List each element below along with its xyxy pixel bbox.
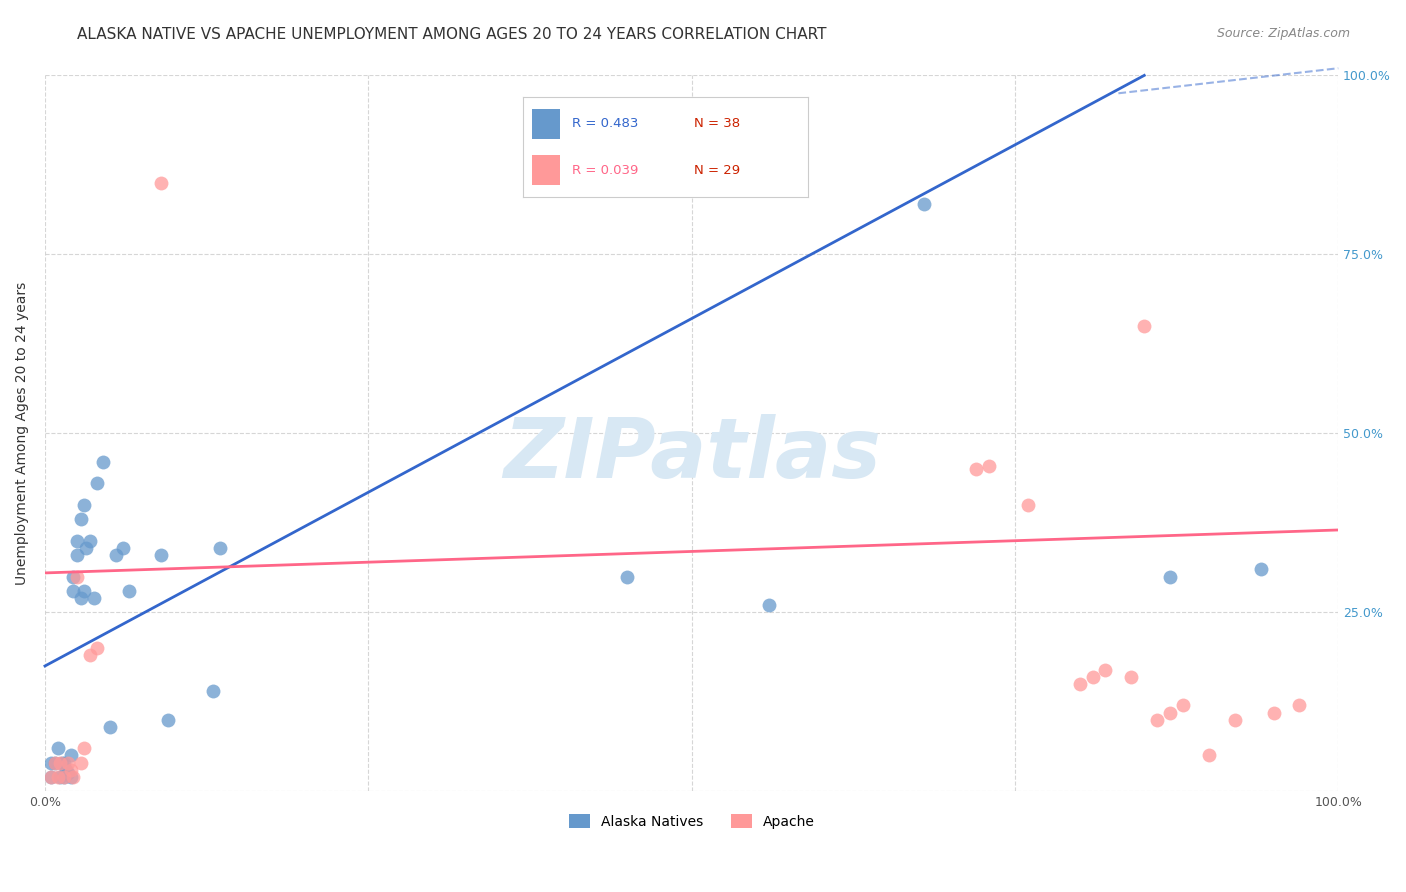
Point — [58, 756, 80, 770]
Point — [1069, 677, 1091, 691]
Text: ALASKA NATIVE VS APACHE UNEMPLOYMENT AMONG AGES 20 TO 24 YEARS CORRELATION CHART: ALASKA NATIVE VS APACHE UNEMPLOYMENT AMO… — [77, 27, 827, 42]
Point — [1198, 748, 1220, 763]
Point — [59, 770, 82, 784]
Point — [105, 548, 128, 562]
Point — [1121, 670, 1143, 684]
Point — [59, 763, 82, 777]
Point — [58, 766, 80, 780]
Point — [965, 462, 987, 476]
Point — [53, 770, 76, 784]
Point — [79, 648, 101, 663]
Point — [1263, 706, 1285, 720]
Point — [118, 583, 141, 598]
Point — [62, 583, 84, 598]
Point — [44, 756, 66, 770]
Point — [62, 569, 84, 583]
Text: Source: ZipAtlas.com: Source: ZipAtlas.com — [1216, 27, 1350, 40]
Point — [73, 583, 96, 598]
Point — [49, 770, 72, 784]
Point — [86, 476, 108, 491]
Text: ZIPatlas: ZIPatlas — [503, 414, 880, 495]
Point — [1159, 569, 1181, 583]
Point — [156, 713, 179, 727]
Point — [758, 598, 780, 612]
Point — [70, 756, 93, 770]
Point — [912, 197, 935, 211]
Point — [41, 770, 63, 784]
Point — [59, 748, 82, 763]
Point — [1094, 663, 1116, 677]
Point — [53, 756, 76, 770]
Point — [62, 770, 84, 784]
Point — [202, 684, 225, 698]
Point — [1159, 706, 1181, 720]
Point — [53, 770, 76, 784]
Point — [86, 641, 108, 656]
Point — [70, 512, 93, 526]
Point — [73, 498, 96, 512]
Point — [46, 770, 69, 784]
Point — [1017, 498, 1039, 512]
Point — [1081, 670, 1104, 684]
Point — [977, 458, 1000, 473]
Point — [66, 569, 89, 583]
Legend: Alaska Natives, Apache: Alaska Natives, Apache — [564, 808, 820, 834]
Point — [1171, 698, 1194, 713]
Point — [1146, 713, 1168, 727]
Point — [1133, 318, 1156, 333]
Point — [1288, 698, 1310, 713]
Point — [55, 763, 77, 777]
Point — [111, 541, 134, 555]
Point — [1223, 713, 1246, 727]
Y-axis label: Unemployment Among Ages 20 to 24 years: Unemployment Among Ages 20 to 24 years — [15, 282, 30, 585]
Point — [616, 569, 638, 583]
Point — [91, 455, 114, 469]
Point — [150, 176, 173, 190]
Point — [208, 541, 231, 555]
Point — [44, 756, 66, 770]
Point — [79, 533, 101, 548]
Point — [70, 591, 93, 605]
Point — [49, 756, 72, 770]
Point — [1250, 562, 1272, 576]
Point — [75, 541, 97, 555]
Point — [66, 548, 89, 562]
Point — [46, 741, 69, 756]
Point — [150, 548, 173, 562]
Point — [73, 741, 96, 756]
Point — [83, 591, 105, 605]
Point — [66, 533, 89, 548]
Point — [98, 720, 121, 734]
Point — [41, 770, 63, 784]
Point — [51, 756, 73, 770]
Point — [41, 756, 63, 770]
